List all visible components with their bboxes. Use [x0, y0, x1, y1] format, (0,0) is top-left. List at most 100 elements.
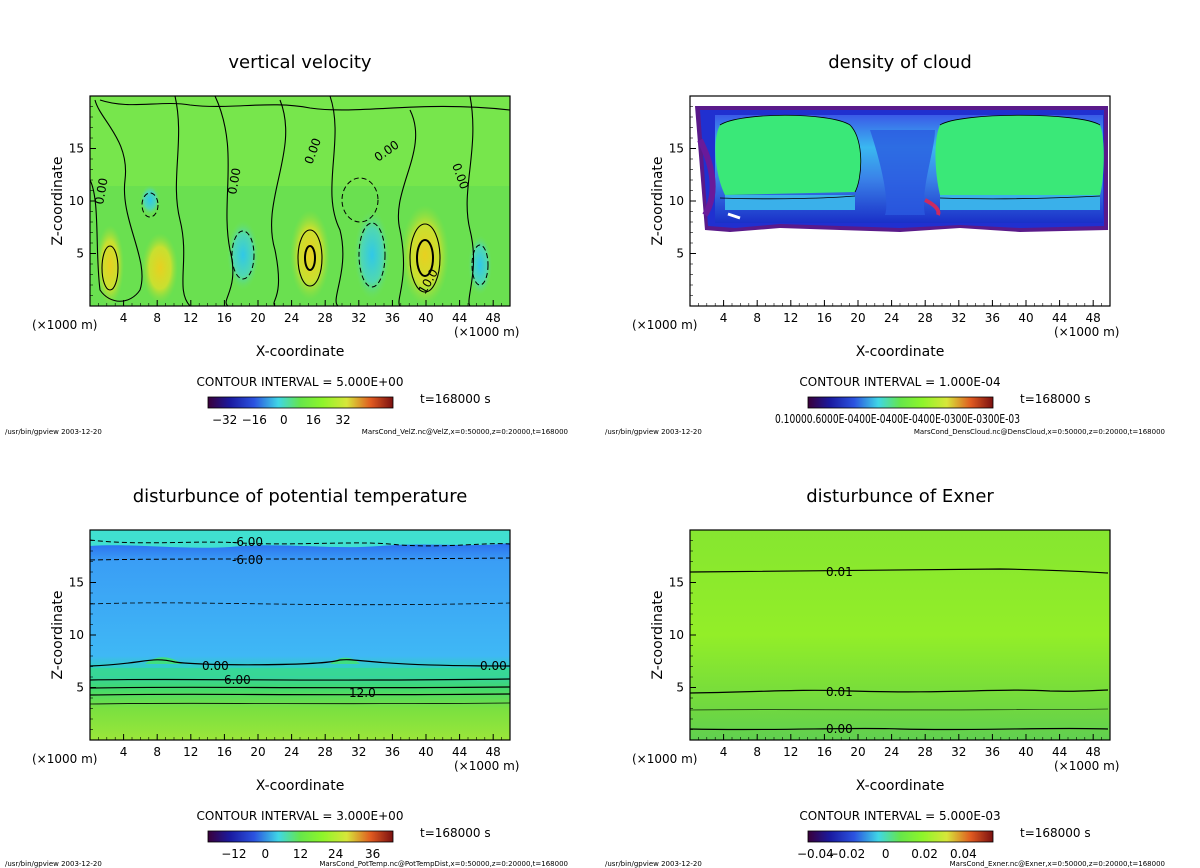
y-axis-label: Z-coordinate: [50, 156, 66, 245]
plot-field: [690, 530, 1110, 740]
x-unit-label: (×1000 m): [454, 759, 519, 773]
x-tick-label: 12: [783, 311, 798, 325]
x-unit-label: (×1000 m): [632, 752, 697, 766]
x-tick-label: 44: [452, 311, 467, 325]
y-tick-label: 10: [69, 194, 84, 208]
x-tick-label: 28: [918, 311, 933, 325]
colorbar: [207, 396, 394, 409]
x-tick-label: 36: [385, 311, 400, 325]
colorbar-tick-label: 0: [262, 847, 270, 861]
contour-lines: [689, 568, 1109, 731]
colorbar-tick-label: 24: [328, 847, 343, 861]
contour-label-group: -6.00 -6.00 0.00 0.00 6.00 12.0: [202, 535, 507, 700]
plot-field: [90, 530, 510, 740]
colorbar-tick-label: 12: [293, 847, 308, 861]
x-tick-label: 8: [153, 745, 161, 759]
panel-title: vertical velocity: [228, 52, 372, 73]
x-tick-label: 8: [753, 311, 761, 325]
x-tick-label: 28: [318, 745, 333, 759]
x-tick-label: 44: [452, 745, 467, 759]
panel-vertical-velocity: vertical velocity: [5, 52, 568, 436]
colorbar-tick-label: 16: [306, 413, 321, 427]
x-tick-label: 8: [753, 745, 761, 759]
x-tick-label: 28: [318, 311, 333, 325]
x-tick-label: 44: [1052, 311, 1067, 325]
colorbar-tick-label: −0.04: [797, 847, 834, 861]
y-axis-label: Z-coordinate: [650, 156, 666, 245]
x-tick-label: 24: [884, 745, 899, 759]
x-tick-label: 16: [217, 745, 232, 759]
contour-label: 0.01: [826, 685, 853, 699]
colorbar-tick-label: 0.02: [911, 847, 938, 861]
x-tick-label: 48: [1086, 311, 1101, 325]
x-tick-label: 48: [486, 745, 501, 759]
contour-lines: [719, 114, 1101, 200]
x-tick-label: 4: [120, 745, 128, 759]
x-tick-label: 24: [884, 311, 899, 325]
contour-label: 0.00: [92, 177, 110, 206]
colorbar-tick-label: 0: [280, 413, 288, 427]
colorbar-tick-label: −12: [221, 847, 246, 861]
panel-exner: disturbunce of Exner 0.01 0.01 0.00 4 8 12…: [605, 486, 1165, 868]
x-tick-label: 4: [720, 311, 728, 325]
contour-label: -6.00: [232, 553, 263, 567]
x-tick-label: 44: [1052, 745, 1067, 759]
contour-label-group: 0.01 0.01 0.00: [826, 565, 853, 736]
x-tick-label: 20: [850, 745, 865, 759]
contour-label: -6.00: [232, 535, 263, 549]
x-tick-label: 12: [783, 745, 798, 759]
footer-left: /usr/bin/gpview 2003-12-20: [5, 860, 102, 868]
colorbar-ticks: −12 0 12 24 36: [221, 847, 380, 861]
x-axis-label: X-coordinate: [856, 778, 945, 794]
footer-right: MarsCond_Exner.nc@Exner,x=0:50000,z=0:20…: [950, 860, 1165, 868]
contour-interval: CONTOUR INTERVAL = 3.000E+00: [197, 809, 404, 823]
x-tick-label: 40: [418, 745, 433, 759]
x-tick-label: 20: [250, 745, 265, 759]
y-axis-label: Z-coordinate: [50, 590, 66, 679]
colorbar-tick-label: −32: [212, 413, 237, 427]
contour-interval: CONTOUR INTERVAL = 1.000E-04: [799, 375, 1000, 389]
footer-left: /usr/bin/gpview 2003-12-20: [5, 428, 102, 436]
colorbar-tick-label: 0: [882, 847, 890, 861]
contour-lines: [89, 539, 511, 705]
x-tick-label: 36: [985, 311, 1000, 325]
contour-lines: [89, 95, 511, 307]
y-tick-label: 15: [669, 142, 684, 156]
x-tick-label: 16: [817, 311, 832, 325]
colorbar-tick-label: −0.02: [828, 847, 865, 861]
y-tick-label: 5: [676, 247, 684, 261]
x-tick-label: 24: [284, 745, 299, 759]
x-tick-label: 12: [183, 745, 198, 759]
x-unit-label: (×1000 m): [1054, 325, 1119, 339]
panel-title: density of cloud: [828, 52, 972, 73]
x-axis-label: X-coordinate: [256, 344, 345, 360]
colorbar-tick-label: −16: [242, 413, 267, 427]
x-tick-label: 32: [351, 745, 366, 759]
colorbar-tick-label: 0.04: [950, 847, 977, 861]
colorbar: [807, 830, 994, 843]
x-tick-label: 36: [385, 745, 400, 759]
y-tick-label: 15: [669, 576, 684, 590]
x-tick-label: 48: [1086, 745, 1101, 759]
x-tick-label: 40: [418, 311, 433, 325]
x-axis-label: X-coordinate: [856, 344, 945, 360]
contour-label: 12.0: [349, 686, 376, 700]
time-label: t=168000 s: [420, 392, 491, 406]
colorbar: [807, 396, 994, 409]
x-tick-label: 28: [918, 745, 933, 759]
contour-label: 6.00: [224, 673, 251, 687]
time-label: t=168000 s: [420, 826, 491, 840]
footer-left: /usr/bin/gpview 2003-12-20: [605, 428, 702, 436]
x-tick-label: 32: [351, 311, 366, 325]
contour-interval: CONTOUR INTERVAL = 5.000E+00: [197, 375, 404, 389]
x-tick-label: 36: [985, 745, 1000, 759]
x-tick-label: 8: [153, 311, 161, 325]
footer-right: MarsCond_VelZ.nc@VelZ,x=0:50000,z=0:2000…: [362, 428, 568, 436]
colorbar-tick-label: 32: [335, 413, 350, 427]
x-tick-label: 16: [217, 311, 232, 325]
y-tick-label: 15: [69, 576, 84, 590]
footer-left: /usr/bin/gpview 2003-12-20: [605, 860, 702, 868]
